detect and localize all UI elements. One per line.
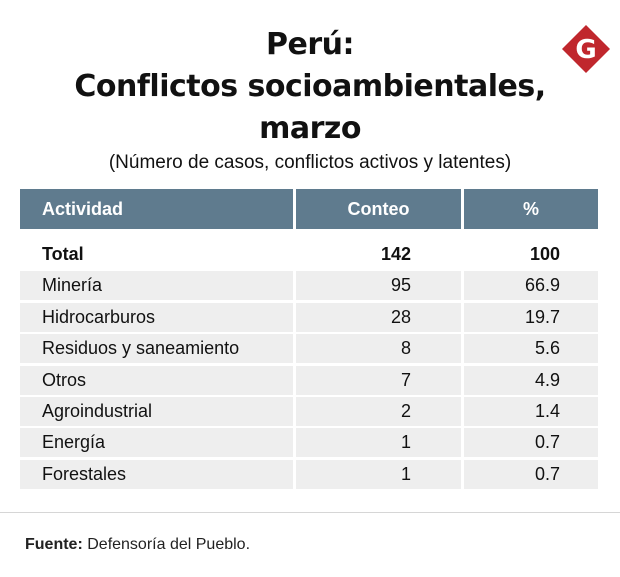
cell-actividad: Residuos y saneamiento (20, 334, 293, 364)
cell-actividad: Total (42, 244, 84, 264)
source-label: Fuente: (25, 536, 83, 553)
cell-percent: 100 (529, 244, 560, 264)
cell-conteo: 1 (296, 459, 461, 489)
table-row: Forestales 1 0.7 (20, 459, 598, 489)
cell-actividad: Forestales (20, 459, 293, 489)
cell-actividad: Agroindustrial (20, 397, 293, 426)
cell-conteo: 2 (296, 397, 461, 426)
table-row: Hidrocarburos 28 19.7 (20, 302, 598, 332)
cell-actividad: Otros (20, 365, 293, 395)
logo-letter: G (575, 35, 596, 65)
cell-percent: 0.7 (464, 428, 598, 458)
table-header: Actividad Conteo % (20, 189, 598, 229)
cell-actividad: Energía (20, 428, 293, 458)
cell-conteo: 1 (296, 428, 461, 458)
cell-percent: 0.7 (464, 459, 598, 489)
table-row: Otros 7 4.9 (20, 365, 598, 395)
source-note: Fuente: Defensoría del Pueblo. (25, 536, 250, 554)
cell-conteo: 8 (296, 334, 461, 364)
title-line-2: Conflictos socioambientales, (74, 69, 546, 104)
footer-divider (0, 512, 620, 513)
title-line-1: Perú: (266, 27, 354, 62)
cell-actividad: Minería (20, 271, 293, 301)
cell-percent: 66.9 (464, 271, 598, 301)
logo-diamond (562, 25, 610, 73)
table-row: Agroindustrial 2 1.4 (20, 397, 598, 426)
header-actividad: Actividad (20, 189, 293, 229)
cell-conteo: 28 (296, 302, 461, 332)
cell-percent: 5.6 (464, 334, 598, 364)
table-row: Energía 1 0.7 (20, 428, 598, 458)
cell-percent: 1.4 (464, 397, 598, 426)
cell-percent: 19.7 (464, 302, 598, 332)
table-row: Residuos y saneamiento 8 5.6 (20, 334, 598, 364)
total-row: Total 142 100 (20, 240, 598, 269)
table-row: Minería 95 66.9 (20, 271, 598, 301)
cell-actividad: Hidrocarburos (20, 302, 293, 332)
source-text: Defensoría del Pueblo. (87, 536, 251, 553)
cell-percent: 4.9 (464, 365, 598, 395)
cell-conteo: 7 (296, 365, 461, 395)
subtitle: (Número de casos, conflictos activos y l… (108, 152, 512, 173)
header-percent: % (464, 189, 598, 229)
title-line-3: marzo (259, 111, 361, 146)
header-conteo: Conteo (296, 189, 461, 229)
gestion-logo: G (562, 25, 610, 73)
cell-conteo: 95 (296, 271, 461, 301)
cell-conteo: 142 (380, 244, 411, 264)
